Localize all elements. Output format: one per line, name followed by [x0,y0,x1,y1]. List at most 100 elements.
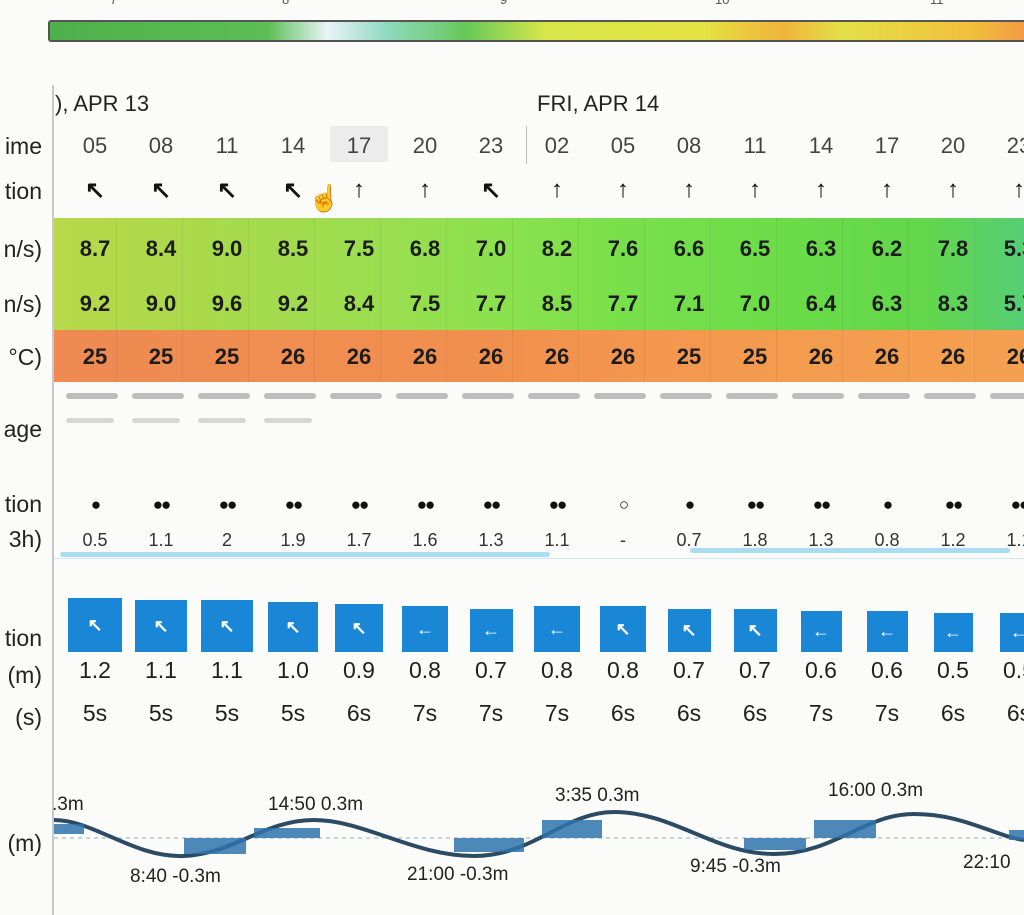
wave-arrow-icon: ↖ [747,620,762,641]
wave-direction-box: ← [402,606,448,652]
temperature-value: 26 [590,344,656,370]
tide-bar [184,838,246,854]
cloud-coverage-bar [528,393,580,399]
raindrop-icon: ●● [194,495,260,515]
time-cell: 08 [128,133,194,159]
wind-direction-arrow: ↑ [854,176,920,204]
wave-period-value: 6s [920,700,986,727]
wave-direction-box: ↖ [600,606,646,652]
tide-label-high: 14:50 0.3m [268,794,363,816]
grid-line [974,218,975,382]
time-cell: 23 [986,133,1024,159]
wind-direction-arrow: ↖ [62,176,128,205]
temperature-value: 25 [62,344,128,370]
wave-height-value: 0.5 [920,657,986,684]
wave-height-value: 0.7 [656,657,722,684]
grid-line [512,218,513,382]
wind-gust-value: 9.2 [62,291,128,317]
grid-line [578,218,579,382]
wave-period-value: 5s [62,700,128,727]
wave-height-value: 0.8 [590,657,656,684]
grid-line [908,218,909,382]
wave-direction-box: ← [867,611,908,652]
row-label-temperature: °C) [9,344,42,371]
wave-direction-box: ← [801,611,842,652]
wave-arrow-icon: ← [1010,622,1024,643]
raindrop-icon: ●● [986,495,1024,515]
raindrop-icon: ●● [392,495,458,515]
wind-speed-value: 6.6 [656,236,722,262]
wave-direction-box: ↖ [734,609,777,652]
wave-arrow-icon: ← [416,619,434,640]
wave-height-value: 0.8 [392,657,458,684]
wind-speed-value: 8.7 [62,236,128,262]
wave-height-value: 1.1 [128,657,194,684]
time-cell: 20 [920,133,986,159]
raindrop-icon: ●● [458,495,524,515]
temperature-value: 26 [788,344,854,370]
wave-arrow-icon: ↖ [219,616,234,637]
wave-direction-box: ↖ [335,604,383,652]
precipitation-value: 1.3 [458,530,524,551]
wind-gust-value: 7.7 [590,291,656,317]
temperature-value: 25 [656,344,722,370]
wave-period-value: 5s [194,700,260,727]
tide-chart [54,790,1024,870]
scale-tick-11: 11 [930,0,944,7]
wind-speed-value: 5.3 [986,236,1024,262]
cloud-coverage-bar [264,418,312,423]
cloud-coverage-bar [132,393,184,399]
temperature-value: 26 [524,344,590,370]
raindrop-icon: ●● [788,495,854,515]
cloud-coverage-bar [990,393,1024,399]
raindrop-icon: ●● [326,495,392,515]
temperature-value: 26 [854,344,920,370]
wave-height-value: 0.9 [326,657,392,684]
wind-speed-value: 6.3 [788,236,854,262]
wind-direction-arrow: ↑ [986,176,1024,204]
wind-gust-value: 6.3 [854,291,920,317]
cloud-coverage-bar [462,393,514,399]
wave-arrow-icon: ↖ [681,620,696,641]
wind-speed-value: 8.2 [524,236,590,262]
wave-period-value: 6s [986,700,1024,727]
tide-label-high: 3:35 0.3m [555,785,640,807]
cloud-coverage-bar [726,393,778,399]
temperature-value: 25 [128,344,194,370]
wind-gust-value: 9.2 [260,291,326,317]
wind-speed-value: 6.8 [392,236,458,262]
temperature-value: 26 [986,344,1024,370]
wind-gust-value: 6.4 [788,291,854,317]
scale-tick-10: 10 [715,0,729,7]
wind-speed-value: 8.4 [128,236,194,262]
wind-speed-value: 7.8 [920,236,986,262]
precipitation-value: 1.9 [260,530,326,551]
wave-period-value: 7s [392,700,458,727]
cloud-coverage-bar [198,393,250,399]
wind-direction-arrow: ↖ [194,176,260,205]
time-cell: 23 [458,133,524,159]
grid-line [842,218,843,382]
wave-direction-box: ↖ [68,598,122,652]
temperature-value: 26 [326,344,392,370]
time-cell: 17 [326,133,392,159]
tide-bar [254,828,320,838]
row-label-tide: (m) [8,830,42,857]
wind-gust-value: 9.0 [128,291,194,317]
wave-period-value: 7s [458,700,524,727]
time-cell: 11 [194,133,260,159]
tide-label-low: 8:40 -0.3m [130,866,221,888]
precipitation-bar [690,548,1010,553]
day-header-apr13: ), APR 13 [55,91,149,117]
precipitation-value: 0.5 [62,530,128,551]
wind-gust-value: 7.1 [656,291,722,317]
precipitation-value: 1.6 [392,530,458,551]
wave-height-value: 0.7 [722,657,788,684]
grid-line [446,218,447,382]
grid-line [644,218,645,382]
wind-gust-value: 8.4 [326,291,392,317]
wind-direction-arrow: ↑ [722,176,788,204]
cloud-coverage-bar [66,418,114,423]
row-label-wave-height: (m) [8,662,42,689]
wave-height-value: 1.2 [62,657,128,684]
